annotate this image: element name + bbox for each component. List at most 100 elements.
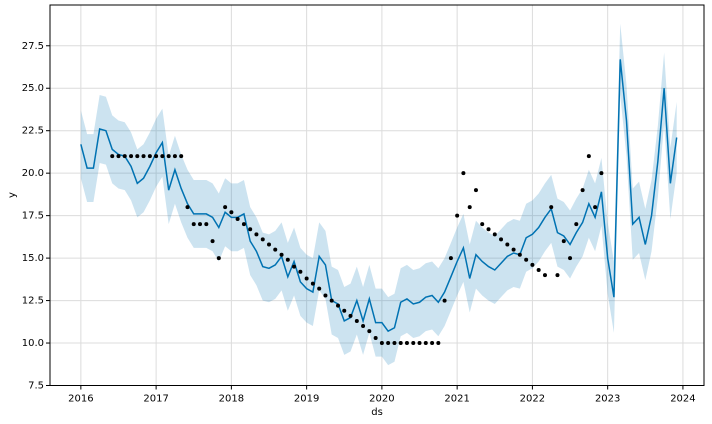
- observed-point: [492, 232, 497, 237]
- observed-point: [561, 239, 566, 244]
- observed-point: [223, 205, 228, 210]
- observed-point: [530, 262, 535, 267]
- observed-point: [197, 222, 202, 227]
- observed-point: [568, 256, 573, 261]
- x-axis-label: ds: [371, 407, 383, 418]
- x-tick-label: 2024: [670, 394, 695, 405]
- observed-point: [473, 188, 478, 193]
- observed-point: [110, 154, 115, 159]
- x-tick-label: 2022: [520, 394, 545, 405]
- observed-point: [241, 222, 246, 227]
- observed-point: [216, 256, 221, 261]
- observed-point: [580, 188, 585, 193]
- observed-point: [317, 286, 322, 291]
- observed-point: [517, 252, 522, 257]
- observed-point: [436, 341, 441, 346]
- observed-point: [480, 222, 485, 227]
- observed-point: [329, 298, 334, 303]
- observed-point: [373, 335, 378, 340]
- observed-point: [448, 256, 453, 261]
- x-tick-label: 2023: [595, 394, 620, 405]
- y-tick-label: 12.5: [22, 296, 44, 307]
- observed-point: [304, 276, 309, 281]
- observed-point: [486, 227, 491, 232]
- observed-point: [204, 222, 209, 227]
- observed-point: [599, 171, 604, 176]
- observed-point: [191, 222, 196, 227]
- observed-point: [210, 239, 215, 244]
- y-tick-label: 7.5: [28, 381, 44, 392]
- observed-point: [285, 257, 290, 262]
- forecast-line: [80, 59, 678, 333]
- observed-point: [549, 205, 554, 210]
- observed-point: [248, 227, 253, 232]
- uncertainty-band: [80, 23, 677, 366]
- observed-point: [141, 154, 146, 159]
- y-tick-label: 25.0: [22, 83, 44, 94]
- observed-point: [185, 205, 190, 210]
- x-tick-label: 2018: [219, 394, 244, 405]
- observed-point: [361, 324, 366, 329]
- observed-point: [166, 154, 171, 159]
- observed-point: [411, 341, 416, 346]
- observed-point: [555, 273, 560, 278]
- observed-point: [267, 242, 272, 247]
- observed-point: [442, 298, 447, 303]
- observed-point: [336, 303, 341, 308]
- y-tick-label: 10.0: [22, 338, 44, 349]
- observed-point: [154, 154, 159, 159]
- observed-point: [229, 210, 234, 215]
- observed-point: [586, 154, 591, 159]
- observed-point: [260, 237, 265, 242]
- observed-point: [386, 341, 391, 346]
- observed-point: [298, 269, 303, 274]
- observed-point: [135, 154, 140, 159]
- observed-point: [417, 341, 422, 346]
- observed-point: [536, 267, 541, 272]
- observed-point: [279, 252, 284, 257]
- observed-point: [430, 341, 435, 346]
- observed-point: [511, 247, 516, 252]
- y-tick-label: 17.5: [22, 211, 44, 222]
- observed-point: [379, 341, 384, 346]
- observed-point: [129, 154, 134, 159]
- observed-point: [593, 205, 598, 210]
- observed-point: [505, 242, 510, 247]
- x-tick-label: 2019: [294, 394, 319, 405]
- observed-point: [116, 154, 121, 159]
- observed-point: [499, 237, 504, 242]
- y-tick-label: 22.5: [22, 126, 44, 137]
- observed-point: [455, 213, 460, 218]
- observed-point: [172, 154, 177, 159]
- observed-point: [292, 264, 297, 269]
- x-tick-label: 2016: [68, 394, 93, 405]
- observed-point: [179, 154, 184, 159]
- observed-point: [273, 247, 278, 252]
- observed-point: [147, 154, 152, 159]
- observed-point: [404, 341, 409, 346]
- x-tick-label: 2017: [143, 394, 168, 405]
- y-axis-label: y: [7, 192, 18, 198]
- observed-point: [354, 318, 359, 323]
- y-tick-label: 27.5: [22, 41, 44, 52]
- observed-point: [323, 293, 328, 298]
- observed-point: [423, 341, 428, 346]
- observed-point: [367, 329, 372, 334]
- observed-point: [524, 257, 529, 262]
- observed-point: [574, 222, 579, 227]
- observed-point: [122, 154, 127, 159]
- observed-point: [542, 273, 547, 278]
- observed-point: [461, 171, 466, 176]
- observed-point: [235, 217, 240, 222]
- observed-point: [467, 205, 472, 210]
- observed-point: [392, 341, 397, 346]
- observed-point: [348, 313, 353, 318]
- observed-point: [160, 154, 165, 159]
- observed-point: [310, 281, 315, 286]
- observed-point: [342, 308, 347, 313]
- observed-point: [254, 232, 259, 237]
- x-tick-label: 2020: [369, 394, 394, 405]
- y-tick-label: 15.0: [22, 253, 44, 264]
- observed-point: [398, 341, 403, 346]
